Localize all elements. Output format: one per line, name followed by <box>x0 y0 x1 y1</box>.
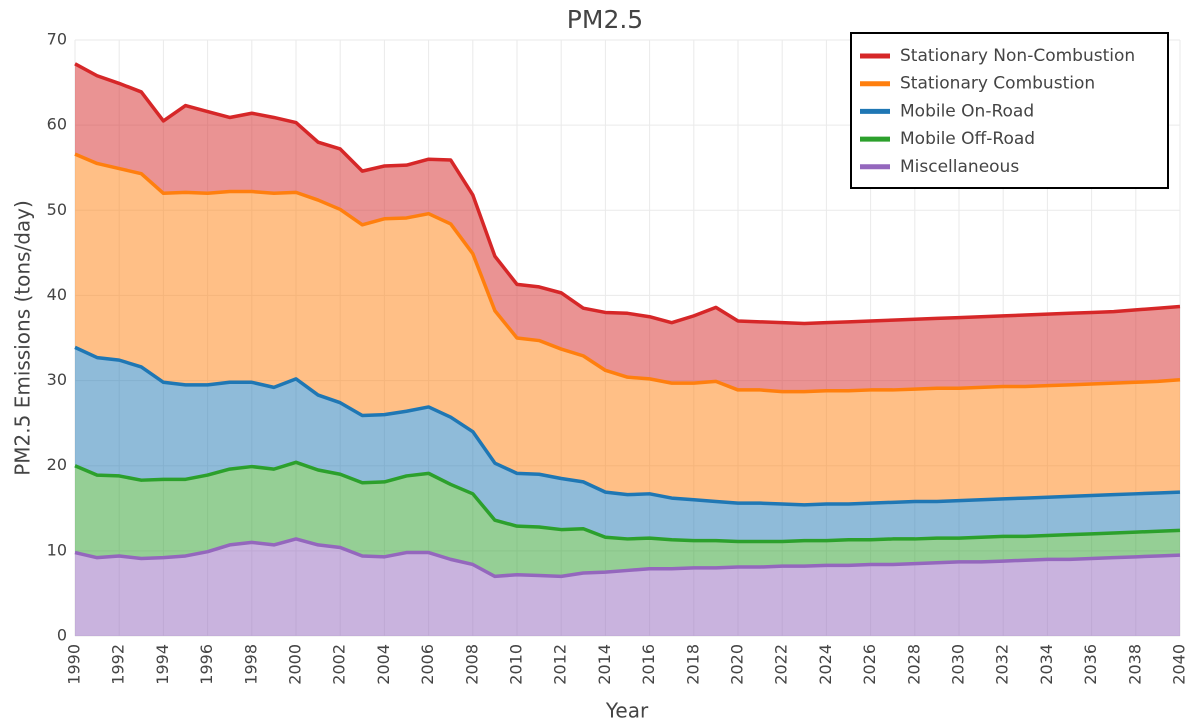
area-line <box>74 460 1181 544</box>
x-tick-label: 2008 <box>462 644 481 685</box>
area-line <box>74 62 1181 326</box>
x-tick-label: 2014 <box>595 644 614 685</box>
legend-label: Mobile On-Road <box>900 101 1034 121</box>
area-line <box>74 152 1181 394</box>
legend-box <box>850 32 1169 189</box>
chart-title: PM2.5 <box>567 5 643 34</box>
x-tick-label: 1992 <box>109 644 128 685</box>
x-tick-label: 2038 <box>1125 644 1144 685</box>
area <box>75 462 1180 577</box>
x-tick-label: 2000 <box>286 644 305 685</box>
x-tick-label: 2004 <box>374 644 393 685</box>
x-tick-label: 2026 <box>860 644 879 685</box>
x-tick-label: 2030 <box>949 644 968 685</box>
area <box>75 538 1180 636</box>
x-tick-label: 1994 <box>153 644 172 685</box>
x-tick-label: 2032 <box>993 644 1012 685</box>
x-axis-label: Year <box>605 699 649 723</box>
x-tick-label: 2002 <box>330 644 349 685</box>
y-tick-label: 20 <box>47 455 67 474</box>
area <box>75 154 1180 505</box>
x-tick-label: 2024 <box>816 644 835 685</box>
x-tick-label: 2012 <box>551 644 570 685</box>
x-tick-label: 1990 <box>65 644 84 685</box>
y-axis-label: PM2.5 Emissions (tons/day) <box>11 200 35 476</box>
y-tick-label: 0 <box>57 626 67 645</box>
x-tick-label: 2018 <box>683 644 702 685</box>
x-tick-label: 2028 <box>904 644 923 685</box>
x-tick-label: 1998 <box>241 644 260 685</box>
y-tick-label: 30 <box>47 370 67 389</box>
area-line <box>74 537 1181 579</box>
y-tick-label: 70 <box>47 30 67 49</box>
y-tick-label: 10 <box>47 540 67 559</box>
legend-label: Miscellaneous <box>900 157 1019 177</box>
x-tick-label: 2020 <box>728 644 747 685</box>
x-tick-label: 2036 <box>1081 644 1100 685</box>
x-tick-label: 2006 <box>418 644 437 685</box>
x-tick-label: 2010 <box>507 644 526 685</box>
y-tick-label: 60 <box>47 115 67 134</box>
x-tick-label: 2040 <box>1170 644 1189 685</box>
legend-label: Mobile Off-Road <box>900 129 1035 149</box>
area <box>75 347 1180 542</box>
x-tick-label: 1996 <box>197 644 216 685</box>
legend: Stationary Non-Combustion Stationary Comb… <box>850 32 1169 189</box>
legend-label: Stationary Non-Combustion <box>900 46 1135 66</box>
legend-label: Stationary Combustion <box>900 74 1095 94</box>
y-tick-label: 50 <box>47 200 67 219</box>
area-line <box>74 345 1181 507</box>
x-tick-label: 2022 <box>772 644 791 685</box>
area <box>75 63 1180 392</box>
x-tick-label: 2016 <box>639 644 658 685</box>
x-tick-label: 2034 <box>1037 644 1056 685</box>
y-tick-label: 40 <box>47 285 67 304</box>
